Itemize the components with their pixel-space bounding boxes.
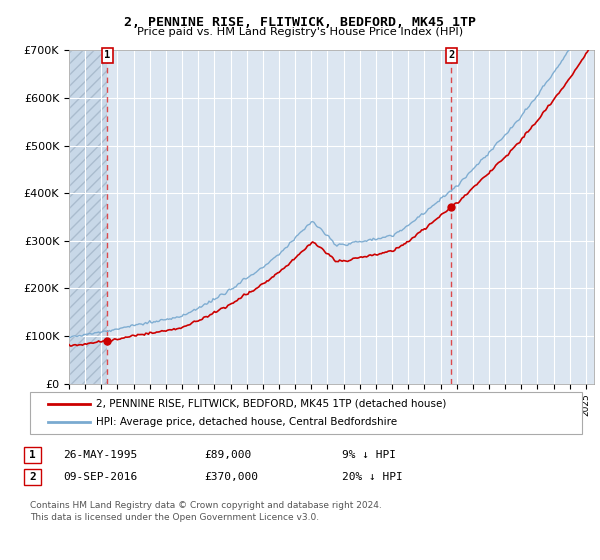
Text: £89,000: £89,000: [204, 450, 251, 460]
Bar: [69, 50, 107, 384]
Text: Contains HM Land Registry data © Crown copyright and database right 2024.
This d: Contains HM Land Registry data © Crown c…: [30, 501, 382, 522]
Text: 1: 1: [104, 50, 110, 60]
Text: Price paid vs. HM Land Registry's House Price Index (HPI): Price paid vs. HM Land Registry's House …: [137, 27, 463, 37]
Text: 26-MAY-1995: 26-MAY-1995: [63, 450, 137, 460]
Text: 1: 1: [29, 450, 36, 460]
Text: 2, PENNINE RISE, FLITWICK, BEDFORD, MK45 1TP: 2, PENNINE RISE, FLITWICK, BEDFORD, MK45…: [124, 16, 476, 29]
Text: £370,000: £370,000: [204, 472, 258, 482]
Text: HPI: Average price, detached house, Central Bedfordshire: HPI: Average price, detached house, Cent…: [96, 417, 397, 427]
Text: 20% ↓ HPI: 20% ↓ HPI: [342, 472, 403, 482]
Text: 2, PENNINE RISE, FLITWICK, BEDFORD, MK45 1TP (detached house): 2, PENNINE RISE, FLITWICK, BEDFORD, MK45…: [96, 399, 446, 409]
Text: 2: 2: [29, 472, 36, 482]
Text: 9% ↓ HPI: 9% ↓ HPI: [342, 450, 396, 460]
Text: 09-SEP-2016: 09-SEP-2016: [63, 472, 137, 482]
Text: 2: 2: [448, 50, 454, 60]
Bar: [69, 50, 107, 384]
